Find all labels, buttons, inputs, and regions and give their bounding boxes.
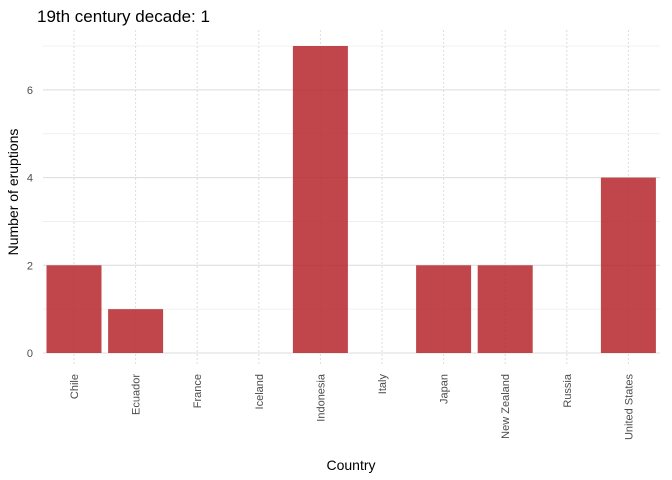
y-tick-label: 6 [27,85,33,97]
x-tick-label: France [192,374,204,408]
bar [46,265,102,353]
y-tick-labels: 0 2 4 6 [27,85,33,360]
x-tick-label: Russia [562,373,574,408]
bars [46,46,656,353]
x-tick-label: Iceland [254,374,266,409]
y-tick-label: 4 [27,173,33,185]
bar [108,309,164,353]
x-tick-label: Chile [69,374,81,399]
x-tick-label: United States [623,374,635,441]
x-axis-title: Country [326,457,375,473]
x-tick-label: Japan [439,374,451,404]
y-axis-title: Number of eruptions [5,129,21,256]
y-tick-label: 0 [27,348,33,360]
x-tick-label: Indonesia [315,373,327,422]
bar [477,265,533,353]
y-tick-label: 2 [27,260,33,272]
x-tick-label: New Zealand [500,374,512,439]
bar [600,177,656,353]
bar [416,265,472,353]
x-tick-label: Ecuador [131,374,143,415]
x-tick-label: Italy [377,374,389,395]
x-tick-labels: Chile Ecuador France Iceland Indonesia Italy J… [69,373,635,440]
bar [292,46,348,353]
chart-title: 19th century decade: 1 [37,7,210,26]
